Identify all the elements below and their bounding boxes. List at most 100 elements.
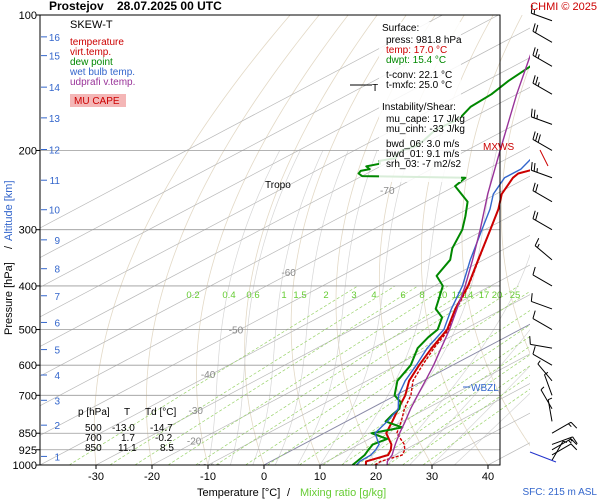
- wind-barb: [547, 397, 553, 422]
- temperature-tick-label: 10: [314, 471, 326, 483]
- barb-flag: [535, 184, 539, 193]
- surface-dwpt: dwpt: 15.4 °C: [386, 55, 446, 66]
- barb-staff: [551, 438, 572, 451]
- isotherm-label: -80 °C: [595, 43, 600, 54]
- mixing-ratio-label: 25: [510, 290, 521, 301]
- barb-flag: [532, 131, 536, 140]
- isotherm: [40, 86, 530, 347]
- legend-udprafi: udprafi v.temp.: [70, 77, 135, 88]
- wind-barb: [532, 182, 553, 203]
- mixing-ratio-line: [402, 375, 530, 465]
- moist-adiabat: [364, 150, 497, 465]
- isotherm: [40, 146, 530, 407]
- surface-panel: Surface: press: 981.8 hPa temp: 17.0 °C …: [350, 22, 465, 182]
- wind-barb: [530, 161, 553, 179]
- instability-mu-cape: mu_cape: 17 J/kg: [386, 114, 465, 125]
- wbzl-label: WBZL: [471, 383, 499, 394]
- barb-half-flag: [536, 243, 540, 248]
- barb-flag: [530, 4, 533, 14]
- instability-bwd-01: bwd_01: 9.1 m/s: [386, 149, 459, 160]
- table-row-850-t: 11.1: [118, 443, 137, 454]
- barb-flag: [533, 109, 536, 118]
- wind-barb: [532, 75, 553, 95]
- isotherm-label: -20: [187, 436, 202, 447]
- pressure-tick-label: 925: [19, 445, 37, 457]
- barb-half-flag: [547, 397, 553, 401]
- table-row-500-t: -13.0: [112, 423, 135, 434]
- table-row-700-p: 700: [85, 433, 102, 444]
- barb-staff: [532, 30, 553, 43]
- isotherm: [151, 264, 530, 465]
- barb-flag: [530, 108, 533, 117]
- table-row-500-td: -14.7: [150, 423, 173, 434]
- surface-tmxfc: t-mxfc: 25.0 °C: [386, 80, 452, 91]
- dry-adiabat: [196, 15, 349, 465]
- y-axis-altitude-title: Altitude [km]: [3, 180, 15, 241]
- altitude-tick-label: 10: [49, 206, 61, 217]
- level-table: p [hPa] T Td [°C] 500 -13.0 -14.7 700 1.…: [78, 407, 176, 454]
- isotherm-label: -30: [189, 406, 204, 417]
- barb-flag: [532, 47, 536, 56]
- barb-staff: [540, 389, 553, 410]
- isotherm: [319, 353, 530, 465]
- mixing-ratio-line: [195, 285, 474, 465]
- legend-wet-bulb: wet bulb temp.: [69, 67, 135, 78]
- barb-staff: [531, 116, 553, 125]
- isotherm-label: -60: [281, 268, 296, 279]
- barb-flag: [529, 336, 531, 345]
- barb-half-flag: [537, 82, 540, 87]
- dry-adiabat: [500, 63, 530, 355]
- barb-half-flag: [568, 423, 572, 428]
- wind-barb: [530, 293, 553, 310]
- surface-panel-bg: [379, 22, 461, 182]
- barb-flag: [537, 134, 541, 143]
- isotherm: [487, 442, 530, 465]
- moist-adiabat: [319, 150, 411, 465]
- table-header-p: p [hPa]: [78, 407, 110, 418]
- temperature-tick-label: 20: [370, 471, 382, 483]
- table-row-500-p: 500: [85, 423, 102, 434]
- isotherm: [40, 116, 530, 377]
- barb-flag: [530, 161, 533, 171]
- wind-barb: [532, 210, 553, 231]
- mixing-ratio-label: 14: [463, 290, 474, 301]
- datetime: 28.07.2025 00 UTC: [117, 0, 222, 13]
- barb-staff: [531, 300, 553, 310]
- mu-cape-badge: [70, 94, 126, 107]
- barb-flag: [532, 210, 536, 219]
- barb-flag: [532, 75, 536, 84]
- barb-staff: [544, 374, 553, 396]
- series-udprafi-v-temp-: [386, 54, 530, 465]
- barb-staff: [551, 443, 572, 456]
- barb-staff: [532, 190, 553, 203]
- barb-flag: [532, 310, 536, 319]
- barb-staff: [532, 218, 553, 231]
- mixing-ratio-label: 8: [419, 290, 424, 301]
- pressure-tick-label: 400: [19, 281, 37, 293]
- barb-staff: [532, 82, 553, 95]
- wind-barb: [532, 47, 553, 67]
- table-row-700-td: -0.2: [155, 433, 173, 444]
- altitude-tick-label: 4: [54, 371, 60, 382]
- series-virt-temp-: [374, 169, 530, 465]
- altitude-tick-label: 15: [49, 52, 61, 63]
- instability-title: Instability/Shear:: [382, 102, 456, 113]
- wind-barb: [532, 23, 553, 43]
- x-axis-title: Temperature [°C]: [197, 487, 280, 499]
- isotherm: [40, 175, 530, 436]
- mixing-ratio-label: 2: [323, 290, 328, 301]
- barb-half-flag: [568, 439, 572, 444]
- isotherm: [40, 15, 443, 229]
- surface-tconv: t-conv: 22.1 °C: [386, 70, 452, 81]
- series-temperature: [364, 169, 530, 465]
- instability-mu-cinh: mu_cinh: -33 J/kg: [386, 124, 465, 135]
- mixing-ratio-line: [370, 354, 530, 465]
- moist-adiabat: [431, 365, 530, 465]
- mixing-ratio-label: 0.4: [222, 290, 235, 301]
- altitude-tick-label: 8: [54, 265, 60, 276]
- isotherm: [375, 383, 530, 465]
- barb-flag: [535, 76, 539, 85]
- surface-wind-line: [529, 451, 557, 463]
- mixing-ratio-line: [322, 324, 530, 465]
- isotherm: [95, 234, 530, 465]
